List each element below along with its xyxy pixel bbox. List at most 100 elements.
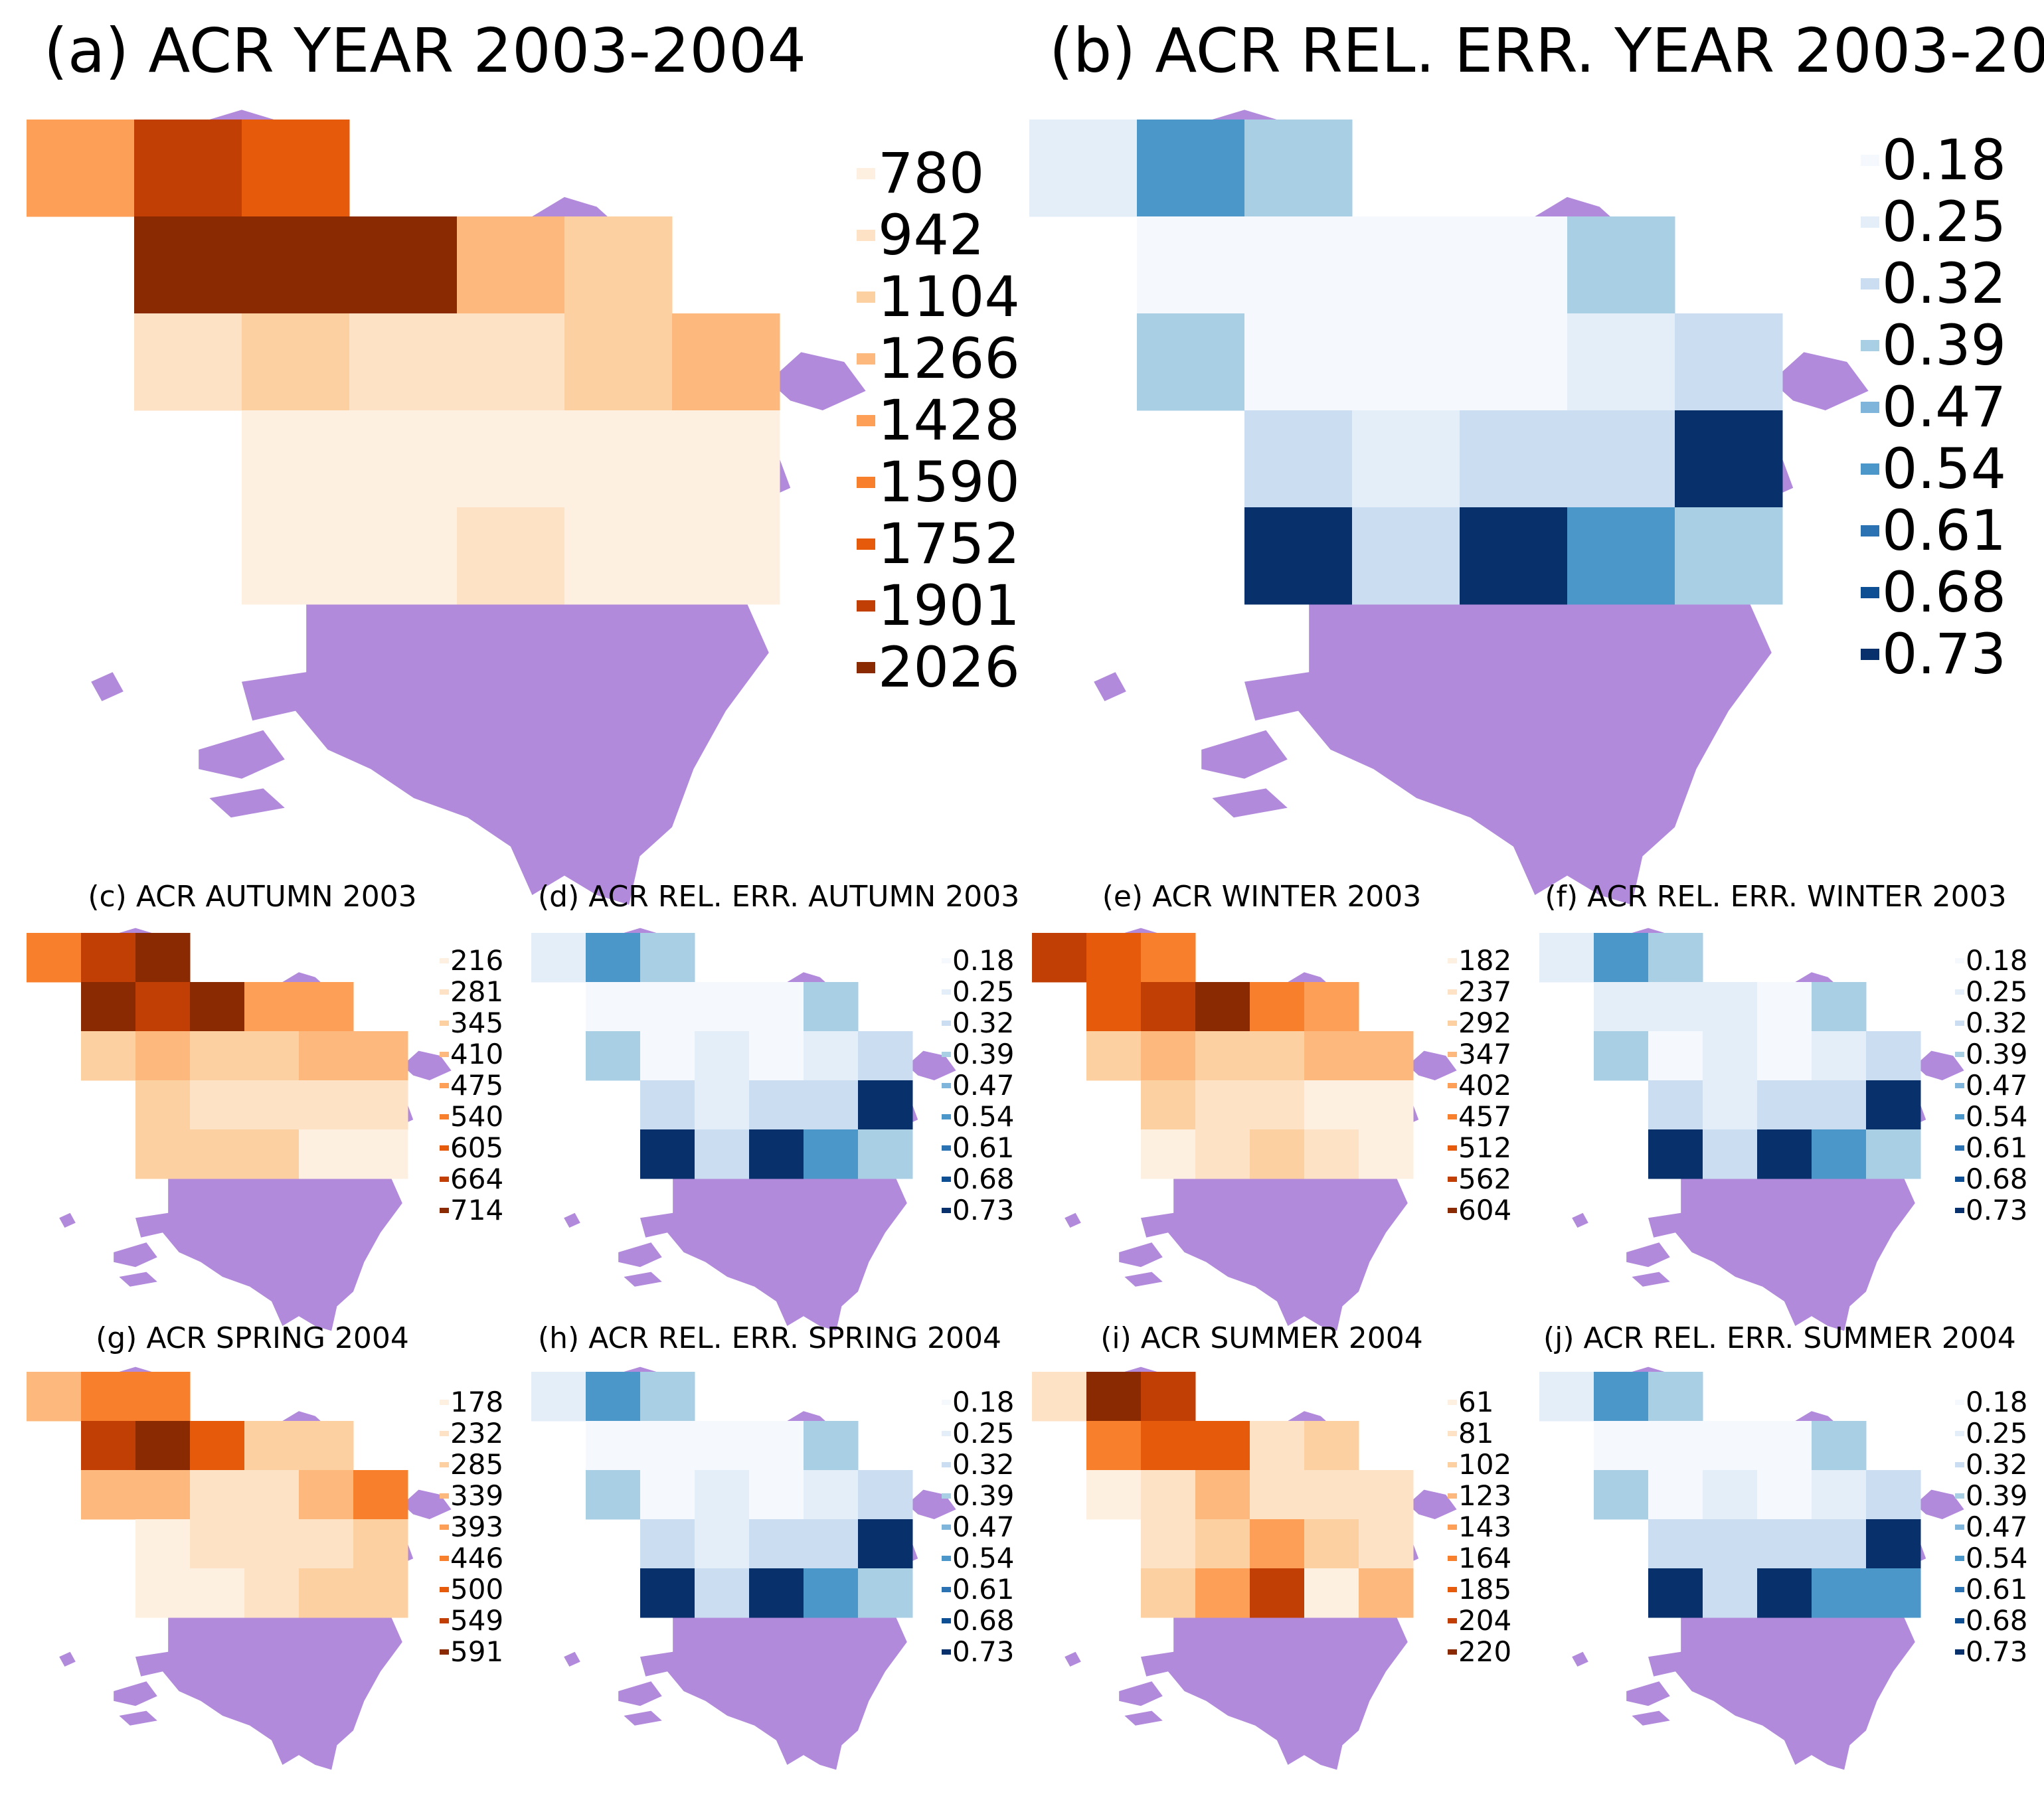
grid-cell bbox=[1648, 1568, 1703, 1618]
grid-cell bbox=[749, 1129, 804, 1179]
legend-item: 0.32 bbox=[1955, 1449, 2028, 1480]
legend-swatch bbox=[440, 1020, 449, 1026]
land-area bbox=[906, 1050, 956, 1080]
legend-item: 540 bbox=[440, 1101, 503, 1132]
legend-label: 942 bbox=[878, 203, 985, 268]
legend-item: 0.61 bbox=[942, 1574, 1015, 1605]
grid-cell bbox=[1812, 1470, 1867, 1520]
legend-swatch bbox=[942, 1555, 951, 1561]
legend-label: 61 bbox=[1458, 1386, 1494, 1418]
grid-cell bbox=[1460, 216, 1568, 314]
grid-cell bbox=[1812, 1519, 1867, 1569]
legend-label: 0.39 bbox=[952, 1038, 1015, 1070]
legend-swatch bbox=[1861, 587, 1879, 598]
land-area bbox=[1065, 1651, 1081, 1667]
legend-label: 1104 bbox=[878, 264, 1020, 329]
legend-swatch bbox=[1448, 1113, 1457, 1119]
legend-swatch bbox=[942, 1493, 951, 1499]
legend-swatch bbox=[857, 538, 875, 550]
legend-label: 475 bbox=[450, 1069, 504, 1102]
legend-item: 0.68 bbox=[1955, 1163, 2028, 1195]
legend-label: 237 bbox=[1458, 975, 1512, 1008]
legend-label: 1428 bbox=[878, 388, 1020, 453]
land-area bbox=[119, 1272, 157, 1287]
grid-cell bbox=[1812, 1031, 1867, 1081]
legend-label: 0.25 bbox=[952, 1417, 1015, 1449]
grid-cell bbox=[1703, 1080, 1758, 1130]
grid-cell bbox=[1648, 1470, 1703, 1520]
legend-item: 0.47 bbox=[942, 1511, 1015, 1542]
grid-cell bbox=[190, 982, 245, 1032]
grid-cell bbox=[1244, 120, 1353, 217]
legend-item: 549 bbox=[440, 1605, 503, 1636]
land-area bbox=[624, 1366, 657, 1372]
grid-cell bbox=[804, 982, 859, 1032]
legend-swatch bbox=[942, 1586, 951, 1592]
legend-swatch bbox=[1448, 1586, 1457, 1592]
legend-swatch bbox=[1955, 1176, 1964, 1182]
land-area bbox=[91, 672, 124, 701]
legend-label: 143 bbox=[1458, 1511, 1512, 1543]
grid-cell bbox=[1757, 1080, 1812, 1130]
legend-label: 0.54 bbox=[1882, 436, 2007, 501]
legend-label: 281 bbox=[450, 975, 504, 1008]
legend-label: 0.18 bbox=[1882, 127, 2007, 193]
grid-cell bbox=[1195, 1421, 1250, 1471]
grid-cell bbox=[1757, 1421, 1812, 1471]
grid-cell bbox=[81, 933, 136, 983]
grid-cell bbox=[1703, 1031, 1758, 1081]
legend-label: 185 bbox=[1458, 1573, 1512, 1606]
legend-label: 0.25 bbox=[1966, 1417, 2028, 1449]
legend-swatch bbox=[440, 1617, 449, 1623]
legend-item: 345 bbox=[440, 1007, 503, 1038]
grid-cell bbox=[242, 507, 350, 605]
land-area bbox=[564, 1212, 580, 1228]
legend-swatch bbox=[942, 989, 951, 995]
grid-cell bbox=[586, 1031, 641, 1081]
land-area bbox=[1124, 1710, 1163, 1726]
land-area bbox=[119, 1710, 157, 1726]
grid-cell bbox=[299, 1129, 354, 1179]
legend-swatch bbox=[440, 989, 449, 995]
legend-swatch bbox=[440, 1430, 449, 1436]
choropleth-map bbox=[1032, 1366, 1457, 1770]
legend-label: 0.39 bbox=[952, 1479, 1015, 1512]
grid-cell bbox=[672, 507, 780, 605]
grid-cell bbox=[858, 1470, 913, 1520]
land-area bbox=[1244, 604, 1772, 905]
grid-cell bbox=[1141, 1080, 1196, 1130]
legend-label: 0.54 bbox=[952, 1542, 1015, 1574]
legend-label: 562 bbox=[1458, 1163, 1512, 1195]
grid-cell bbox=[1304, 1519, 1359, 1569]
legend-item: 0.25 bbox=[1955, 1418, 2028, 1449]
grid-cell bbox=[1250, 1129, 1305, 1179]
grid-cell bbox=[299, 1080, 354, 1130]
legend-label: 780 bbox=[878, 141, 985, 206]
legend-swatch bbox=[1861, 155, 1879, 166]
land-area bbox=[787, 1411, 825, 1421]
legend-label: 0.73 bbox=[1966, 1194, 2028, 1226]
grid-cell bbox=[244, 1568, 299, 1618]
grid-cell bbox=[1359, 1519, 1414, 1569]
grid-cell bbox=[1594, 933, 1649, 983]
legend-item: 605 bbox=[440, 1132, 503, 1163]
grid-cell bbox=[1648, 1421, 1703, 1471]
legend-item: 292 bbox=[1448, 1007, 1511, 1038]
grid-cell bbox=[1029, 120, 1138, 217]
choropleth-map bbox=[531, 928, 956, 1331]
legend-item: 143 bbox=[1448, 1511, 1511, 1542]
legend-label: 0.25 bbox=[1882, 189, 2007, 254]
grid-cell bbox=[1244, 313, 1353, 411]
land-area bbox=[1124, 1272, 1163, 1287]
grid-cell bbox=[1304, 1470, 1359, 1520]
grid-cell bbox=[299, 982, 354, 1032]
legend-item: 393 bbox=[440, 1511, 503, 1542]
legend-label: 0.39 bbox=[1966, 1038, 2028, 1070]
legend-swatch bbox=[942, 1020, 951, 1026]
legend-label: 345 bbox=[450, 1007, 504, 1039]
grid-cell bbox=[457, 507, 565, 605]
grid-cell bbox=[1304, 1568, 1359, 1618]
legend-swatch bbox=[1448, 1555, 1457, 1561]
legend-swatch bbox=[1955, 1051, 1964, 1057]
legend-label: 714 bbox=[450, 1194, 504, 1226]
